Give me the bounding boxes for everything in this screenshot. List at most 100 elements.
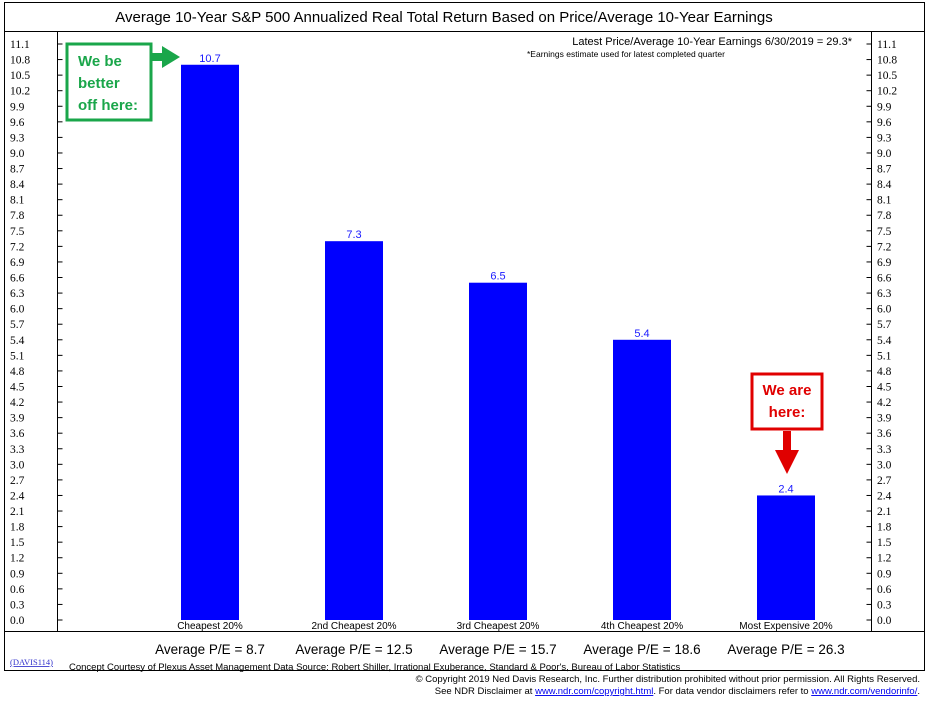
left-tick-label: 6.9 <box>10 257 25 269</box>
disclaimer-text: See NDR Disclaimer at www.ndr.com/copyri… <box>435 686 920 697</box>
bar-2 <box>325 241 383 620</box>
copyright-text: © Copyright 2019 Ned Davis Research, Inc… <box>416 674 920 685</box>
right-tick-label: 8.1 <box>877 195 892 207</box>
right-tick-label: 1.8 <box>877 522 892 534</box>
bar-data-label: 5.4 <box>634 328 649 340</box>
callout-green-line-2: better <box>78 75 120 92</box>
right-tick-label: 6.9 <box>877 257 892 269</box>
right-tick-label: 0.6 <box>877 584 892 596</box>
left-tick-label: 5.4 <box>10 335 25 347</box>
category-labels: Cheapest 20% 2nd Cheapest 20% 3rd Cheapest… <box>177 621 833 632</box>
category-label: 2nd Cheapest 20% <box>311 621 396 632</box>
bar-4 <box>613 339 671 620</box>
left-tick-label: 5.7 <box>10 319 25 331</box>
vendorinfo-link[interactable]: www.ndr.com/vendorinfo/ <box>810 686 917 697</box>
left-y-axis: 0.0 0.3 0.6 0.9 1.2 1.5 1.8 2.1 2.4 2.7 3.0 3.3 3.6 3… <box>10 39 63 627</box>
bar-data-label: 7.3 <box>346 229 361 241</box>
left-tick-label: 0.3 <box>10 599 25 611</box>
right-tick-label: 6.0 <box>877 304 892 316</box>
right-tick-label: 7.2 <box>877 241 892 253</box>
right-tick-label: 2.4 <box>877 490 892 502</box>
callout-green-arrow <box>152 46 180 68</box>
left-tick-label: 1.8 <box>10 522 25 534</box>
right-tick-label: 3.0 <box>877 459 892 471</box>
left-tick-label: 6.0 <box>10 304 25 316</box>
category-label: Most Expensive 20% <box>739 621 832 632</box>
left-tick-label: 8.4 <box>10 179 25 191</box>
left-tick-label: 5.1 <box>10 350 25 362</box>
bar-5 <box>757 495 815 620</box>
right-tick-label: 7.8 <box>877 210 892 222</box>
right-tick-label: 0.0 <box>877 615 892 627</box>
right-tick-label: 8.7 <box>877 164 892 176</box>
right-tick-label: 3.6 <box>877 428 892 440</box>
disclaimer-middle: . For data vendor disclaimers refer to <box>653 686 811 697</box>
left-tick-label: 7.8 <box>10 210 25 222</box>
pe-label: Average P/E = 18.6 <box>583 642 700 657</box>
davis-id-link[interactable]: (DAVIS114) <box>10 657 53 667</box>
left-tick-label: 3.6 <box>10 428 25 440</box>
right-tick-label: 8.4 <box>877 179 892 191</box>
right-tick-label: 3.9 <box>877 413 892 425</box>
left-tick-label: 8.1 <box>10 195 25 207</box>
callout-red-arrow <box>775 431 799 474</box>
bar-data-labels: 10.7 7.3 6.5 5.4 2.4 <box>199 53 793 496</box>
callout-green-box <box>65 42 153 122</box>
bar-3 <box>469 282 527 620</box>
right-tick-label: 5.4 <box>877 335 892 347</box>
left-tick-label: 8.7 <box>10 164 25 176</box>
latest-pe-annotation: Latest Price/Average 10-Year Earnings 6/… <box>572 36 852 48</box>
chart-title: Average 10-Year S&P 500 Annualized Real … <box>115 9 772 26</box>
callout-green-line-3: off here: <box>78 97 138 114</box>
plot-area <box>57 31 872 632</box>
right-tick-label: 3.3 <box>877 444 892 456</box>
callout-green: We be better off here: <box>65 42 180 122</box>
left-tick-label: 1.5 <box>10 537 25 549</box>
right-tick-label: 11.1 <box>877 39 897 51</box>
callout-red-line-2: here: <box>769 404 806 421</box>
right-tick-label: 2.7 <box>877 475 892 487</box>
left-tick-label: 6.6 <box>10 273 25 285</box>
left-tick-label: 9.6 <box>10 117 25 129</box>
left-tick-label: 11.1 <box>10 39 30 51</box>
callout-red: We are here: <box>750 372 824 474</box>
callout-red-line-1: We are <box>763 382 812 399</box>
category-label: 4th Cheapest 20% <box>601 621 683 632</box>
left-tick-label: 2.7 <box>10 475 25 487</box>
bar-series <box>181 64 815 620</box>
left-tick-label: 2.1 <box>10 506 25 518</box>
right-tick-label: 10.8 <box>877 55 897 67</box>
left-tick-label: 1.2 <box>10 553 25 565</box>
right-tick-label: 4.8 <box>877 366 892 378</box>
left-tick-label: 4.8 <box>10 366 25 378</box>
left-tick-label: 2.4 <box>10 490 25 502</box>
right-tick-label: 0.9 <box>877 568 892 580</box>
right-tick-label: 10.5 <box>877 70 897 82</box>
right-tick-label: 9.6 <box>877 117 892 129</box>
right-tick-label: 6.6 <box>877 273 892 285</box>
right-y-axis: 0.0 0.3 0.6 0.9 1.2 1.5 1.8 2.1 2.4 2.7 3.0 3.3 3.6 3… <box>866 39 897 627</box>
category-label: Cheapest 20% <box>177 621 243 632</box>
disclaimer-suffix: . <box>917 686 920 697</box>
right-tick-label: 10.2 <box>877 86 897 98</box>
copyright-link[interactable]: www.ndr.com/copyright.html <box>534 686 653 697</box>
pe-labels: Average P/E = 8.7 Average P/E = 12.5 Avera… <box>155 642 844 657</box>
pe-label: Average P/E = 15.7 <box>439 642 556 657</box>
earnings-footnote: *Earnings estimate used for latest compl… <box>527 49 725 59</box>
pe-label: Average P/E = 26.3 <box>727 642 844 657</box>
left-tick-label: 9.3 <box>10 132 25 144</box>
source-text: Concept Courtesy of Plexus Asset Managem… <box>69 662 680 673</box>
callout-red-box <box>750 372 824 431</box>
right-tick-label: 0.3 <box>877 599 892 611</box>
left-tick-label: 6.3 <box>10 288 25 300</box>
pe-label: Average P/E = 12.5 <box>295 642 412 657</box>
left-tick-label: 3.9 <box>10 413 25 425</box>
bar-data-label: 2.4 <box>778 483 793 495</box>
chart-frame <box>4 2 925 671</box>
left-tick-label: 3.0 <box>10 459 25 471</box>
category-label: 3rd Cheapest 20% <box>457 621 540 632</box>
left-tick-label: 0.6 <box>10 584 25 596</box>
right-tick-label: 9.9 <box>877 101 892 113</box>
